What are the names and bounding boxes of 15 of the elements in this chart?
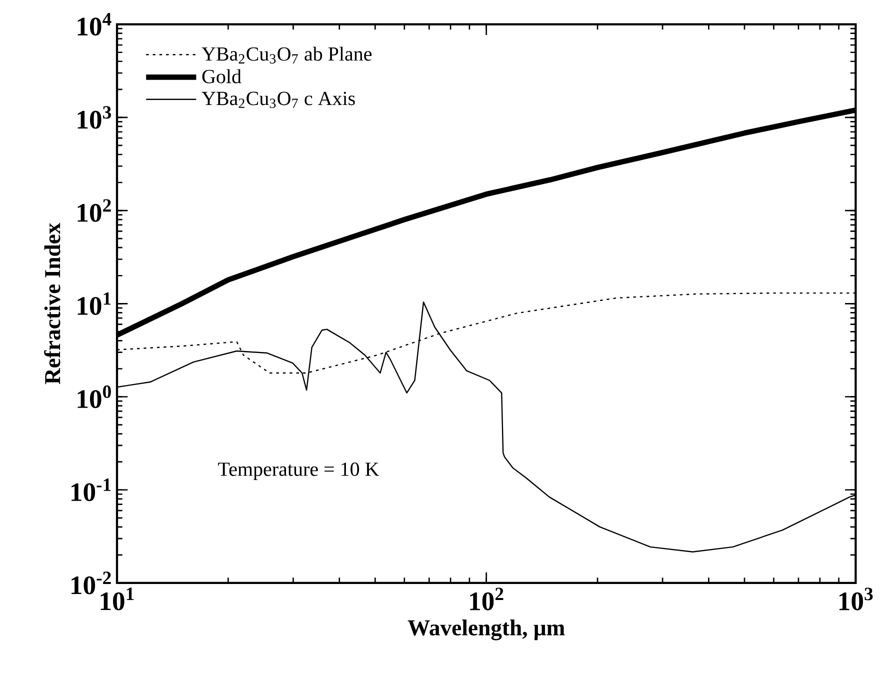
x-tick-label: 10$^{2}$ [470, 588, 504, 610]
x-axis-title: Wavelength, μm [408, 620, 565, 640]
y-tick-label: 10$^{-1}$ [72, 478, 111, 502]
y-axis-title: Refractive Index [44, 222, 60, 384]
annotation: Temperature = 10 K [218, 462, 380, 480]
legend-label: YBa$_{2}$Cu$_{3}$O$_{7}$ c Axis [202, 92, 355, 108]
y-tick-label: 10$^{1}$ [78, 292, 111, 315]
y-tick-label: 10$^{2}$ [78, 199, 111, 222]
x-tick-label: 10$^{3}$ [839, 588, 873, 610]
legend-label: Gold [202, 69, 242, 84]
y-tick-label: 10$^{4}$ [78, 13, 112, 36]
legend-label: YBa$_{2}$Cu$_{3}$O$_{7}$ ab Plane [202, 46, 372, 64]
y-tick-label: 10$^{3}$ [78, 106, 111, 129]
y-tick-label: 10$^{0}$ [78, 385, 111, 408]
x-tick-label: 10$^{1}$ [100, 588, 134, 610]
